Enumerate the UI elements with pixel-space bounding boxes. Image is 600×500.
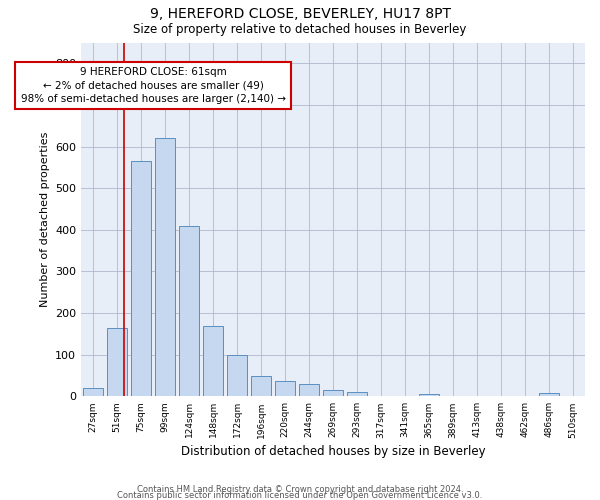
Bar — [299, 384, 319, 396]
Bar — [419, 394, 439, 396]
Bar — [203, 326, 223, 396]
Bar — [107, 328, 127, 396]
Y-axis label: Number of detached properties: Number of detached properties — [40, 132, 50, 307]
Bar — [275, 380, 295, 396]
Bar — [83, 388, 103, 396]
Bar — [323, 390, 343, 396]
Text: Contains HM Land Registry data © Crown copyright and database right 2024.: Contains HM Land Registry data © Crown c… — [137, 485, 463, 494]
Bar — [539, 393, 559, 396]
Bar — [347, 392, 367, 396]
Bar — [155, 138, 175, 396]
X-axis label: Distribution of detached houses by size in Beverley: Distribution of detached houses by size … — [181, 444, 485, 458]
Bar — [179, 226, 199, 396]
Text: Contains public sector information licensed under the Open Government Licence v3: Contains public sector information licen… — [118, 491, 482, 500]
Bar — [251, 376, 271, 396]
Bar — [131, 161, 151, 396]
Bar — [227, 354, 247, 397]
Text: Size of property relative to detached houses in Beverley: Size of property relative to detached ho… — [133, 22, 467, 36]
Text: 9 HEREFORD CLOSE: 61sqm
← 2% of detached houses are smaller (49)
98% of semi-det: 9 HEREFORD CLOSE: 61sqm ← 2% of detached… — [20, 68, 286, 104]
Text: 9, HEREFORD CLOSE, BEVERLEY, HU17 8PT: 9, HEREFORD CLOSE, BEVERLEY, HU17 8PT — [149, 8, 451, 22]
